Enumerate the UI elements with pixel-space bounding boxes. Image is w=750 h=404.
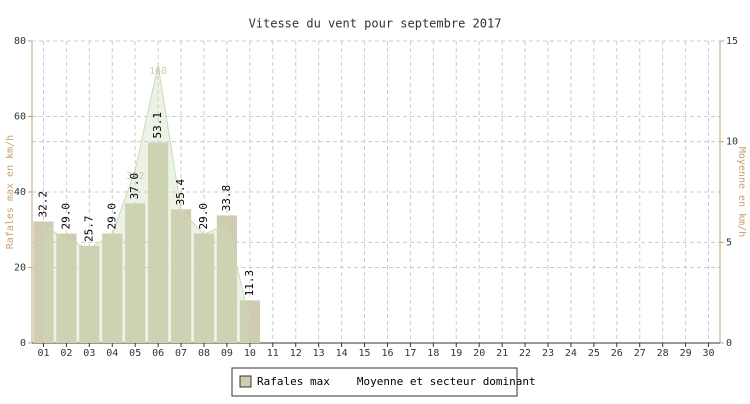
x-tick-label: 29 [680, 348, 692, 359]
bar [239, 300, 260, 343]
x-tick-label: 01 [37, 348, 49, 359]
x-tick-label: 05 [129, 348, 141, 359]
value-label: 29.0 [105, 203, 118, 230]
legend-box [231, 367, 518, 397]
value-label: 37.0 [128, 173, 141, 200]
direction-label: 36 [244, 322, 256, 333]
x-tick-label: 24 [565, 348, 577, 359]
legend-label: Moyenne et secteur dominant [357, 375, 536, 388]
bar [79, 245, 100, 343]
x-tick-label: 25 [588, 348, 600, 359]
bar [170, 209, 192, 343]
x-tick-label: 15 [359, 348, 371, 359]
x-tick-label: 20 [473, 348, 485, 359]
y2-tick-label: 5 [726, 237, 732, 248]
x-tick-label: 26 [611, 348, 623, 359]
x-tick-label: 16 [381, 348, 393, 359]
x-tick-label: 23 [542, 348, 554, 359]
direction-label: 63 [37, 225, 49, 236]
x-tick-label: 04 [106, 348, 118, 359]
x-tick-label: 09 [221, 348, 233, 359]
legend-label: Rafales max [257, 375, 330, 388]
x-tick-label: 28 [657, 348, 669, 359]
value-label: 11.3 [243, 270, 256, 297]
chart-title: Vitesse du vent pour septembre 2017 [249, 17, 502, 31]
direction-label: 88 [175, 211, 187, 222]
legend-swatch [239, 375, 252, 388]
x-tick-label: 10 [244, 348, 256, 359]
y-tick-label: 0 [20, 338, 26, 349]
value-label: 35.4 [174, 178, 187, 205]
direction-label: 332 [126, 171, 144, 182]
x-tick-label: 14 [336, 348, 348, 359]
y2-tick-label: 0 [726, 338, 732, 349]
direction-label: 168 [149, 66, 167, 77]
bar [148, 142, 169, 343]
x-tick-label: 12 [290, 348, 302, 359]
bar [193, 233, 215, 343]
x-tick-label: 21 [496, 348, 508, 359]
x-tick-label: 19 [450, 348, 462, 359]
value-label: 33.8 [220, 185, 233, 212]
x-tick-label: 30 [703, 348, 715, 359]
x-tick-label: 06 [152, 348, 164, 359]
direction-label: 166 [218, 225, 236, 236]
y2-tick-label: 15 [726, 36, 738, 47]
x-tick-label: 17 [404, 348, 416, 359]
y-tick-label: 40 [14, 187, 26, 198]
direction-label: 37 [198, 235, 210, 246]
bar [125, 203, 146, 343]
value-label: 53.1 [151, 112, 164, 139]
value-label: 29.0 [197, 203, 210, 230]
y-tick-label: 20 [14, 263, 26, 274]
x-tick-label: 07 [175, 348, 187, 359]
bar [56, 233, 77, 343]
value-label: 32.2 [36, 191, 49, 218]
value-label: 29.0 [59, 203, 72, 230]
x-tick-label: 02 [60, 348, 72, 359]
x-tick-label: 27 [634, 348, 646, 359]
x-tick-label: 22 [519, 348, 531, 359]
bar [33, 221, 54, 343]
direction-label: 70 [83, 249, 95, 260]
value-label: 25.7 [82, 215, 95, 242]
y-axis-label: Rafales max en km/h [5, 135, 16, 249]
x-tick-label: 08 [198, 348, 210, 359]
x-tick-label: 18 [427, 348, 439, 359]
x-tick-label: 11 [267, 348, 279, 359]
x-tick-label: 13 [313, 348, 325, 359]
line [43, 65, 251, 321]
bar [102, 233, 123, 343]
y2-axis-label: Moyenne en km/h [736, 147, 747, 237]
x-tick-label: 03 [83, 348, 95, 359]
y-tick-label: 80 [14, 36, 26, 47]
direction-label: 15 [106, 235, 118, 246]
area [43, 65, 250, 343]
y-tick-label: 60 [14, 112, 26, 123]
y2-tick-label: 10 [726, 137, 738, 148]
direction-label: 78 [60, 241, 72, 252]
